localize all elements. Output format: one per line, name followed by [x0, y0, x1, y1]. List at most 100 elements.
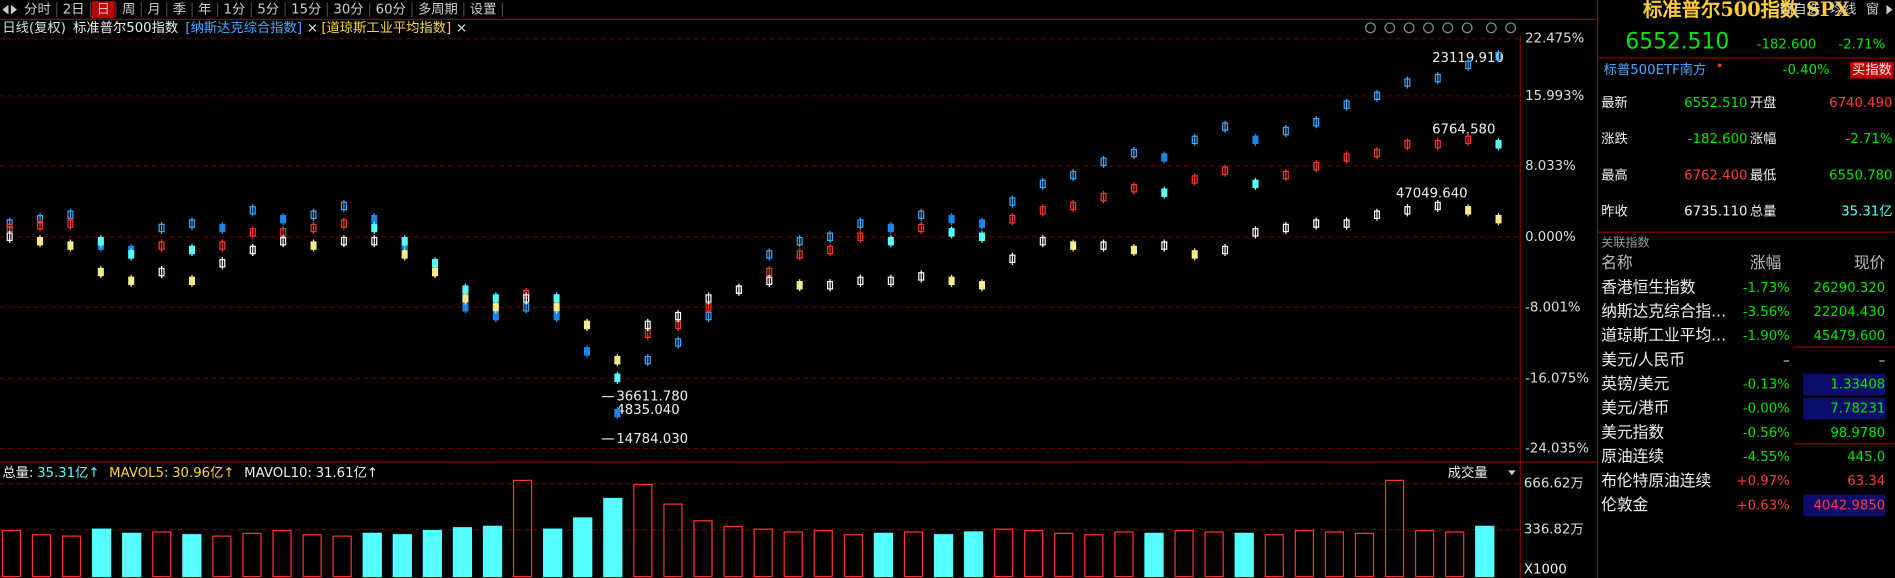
related-name[interactable]: 美元/港币 — [1601, 398, 1669, 417]
field-value: 6740.490 — [1829, 96, 1892, 111]
related-name[interactable]: 美元指数 — [1601, 422, 1664, 441]
toolbar-tab[interactable]: 15分 — [291, 2, 321, 18]
candle — [1161, 241, 1168, 250]
related-name[interactable]: 布伦特原油连续 — [1601, 471, 1711, 490]
candle — [553, 311, 560, 321]
etf-name[interactable]: 标普500ETF南方 — [1604, 62, 1707, 78]
toolbar-tab[interactable]: 60分 — [376, 2, 406, 18]
toolbar-tab[interactable]: 分时 — [24, 2, 51, 18]
candle — [523, 294, 530, 303]
candle — [462, 303, 469, 312]
candle — [249, 245, 256, 255]
candle — [37, 221, 44, 230]
toolbar-tab[interactable]: 季 — [173, 2, 186, 18]
related-price: 26290.320 — [1813, 281, 1885, 296]
remove-compare: × — [456, 21, 467, 36]
compare-index[interactable]: [纳斯达克综合指数] — [185, 20, 302, 36]
toolbar-button[interactable]: 加自选 — [1780, 2, 1820, 18]
candle — [1343, 153, 1350, 162]
candle — [1343, 100, 1350, 109]
candle — [340, 236, 347, 246]
candle — [614, 355, 621, 365]
candle — [1495, 140, 1502, 149]
related-price: – — [1879, 353, 1886, 368]
candle — [67, 219, 74, 228]
toolbar-button[interactable]: 窗 — [1866, 1, 1879, 18]
candle — [583, 320, 591, 330]
toolbar-tab[interactable]: 多周期 — [418, 1, 458, 18]
toolbar-tab[interactable]: 周 — [122, 3, 135, 18]
field-label: 涨跌 — [1601, 131, 1628, 147]
related-name[interactable]: 道琼斯工业平均... — [1601, 326, 1726, 345]
candle — [158, 267, 165, 277]
y-tick-label: 336.82万 — [1524, 523, 1584, 538]
candle — [918, 210, 925, 219]
candle — [857, 276, 864, 286]
toolbar-tab[interactable]: 2日 — [63, 3, 85, 18]
chart-mode: 日线(复权) — [2, 19, 65, 36]
toolbar-tab[interactable]: 设置 — [470, 2, 497, 18]
volume-bar — [1264, 534, 1284, 578]
related-pct: -1.73% — [1743, 281, 1790, 296]
candle — [827, 232, 834, 242]
volume-bar — [573, 517, 593, 578]
related-name[interactable]: 英镑/美元 — [1601, 374, 1669, 393]
nav-right[interactable] — [10, 4, 17, 15]
volume-bar — [843, 534, 863, 578]
candle — [1039, 236, 1046, 246]
toolbar-tab[interactable]: 月 — [147, 3, 160, 18]
candle — [1252, 135, 1259, 145]
related-name[interactable]: 纳斯达克综合指... — [1601, 301, 1726, 320]
remove-compare: × — [307, 21, 318, 36]
candle — [1222, 245, 1229, 255]
candle — [1161, 188, 1168, 197]
legend-label: MAVOL10: — [244, 466, 312, 481]
column-header: 现价 — [1854, 253, 1886, 272]
indicator-selector[interactable]: 成交量 — [1448, 464, 1488, 481]
candle — [1434, 201, 1441, 211]
candle — [1100, 192, 1107, 202]
candle — [796, 236, 803, 246]
related-name[interactable]: 香港恒生指数 — [1601, 277, 1695, 296]
candle — [948, 228, 955, 237]
candle — [97, 236, 104, 246]
candle — [796, 250, 803, 259]
candle — [492, 311, 499, 321]
price-highlight — [1803, 373, 1886, 396]
toolbar-tab[interactable]: 1分 — [224, 2, 246, 18]
volume-bar — [1204, 531, 1224, 578]
dropdown-arrow[interactable] — [1508, 470, 1516, 476]
annotation: 36611.780 — [616, 390, 688, 405]
candle — [67, 241, 74, 250]
toolbar-tab[interactable]: 5分 — [257, 2, 279, 18]
tab-bg[interactable] — [91, 1, 115, 19]
field-label: 开盘 — [1750, 94, 1777, 111]
toolbar-tab[interactable]: 30分 — [333, 2, 363, 18]
candle — [280, 214, 287, 224]
related-name[interactable]: 原油连续 — [1601, 447, 1664, 466]
candle — [219, 223, 226, 233]
candle — [1100, 157, 1107, 167]
legend-label: MAVOL5: — [109, 466, 168, 481]
nav-left[interactable] — [2, 4, 9, 15]
candle — [1070, 201, 1077, 211]
etf-dot — [1717, 63, 1722, 68]
related-price: 45479.600 — [1813, 329, 1885, 344]
toolbar-tab[interactable]: 年 — [198, 2, 211, 18]
candle — [918, 223, 925, 233]
related-pct: -3.56% — [1743, 305, 1790, 320]
toolbar-button[interactable]: 均线 — [1830, 2, 1857, 18]
related-name[interactable]: 伦敦金 — [1601, 495, 1648, 514]
chart-tools[interactable] — [1365, 22, 1517, 34]
toolbar-tab[interactable]: 日 — [97, 3, 110, 18]
nav-right[interactable] — [1886, 4, 1893, 15]
candle — [1313, 162, 1320, 171]
compare-index[interactable]: [道琼斯工业平均指数] — [321, 20, 451, 36]
related-name[interactable]: 美元/人民币 — [1601, 350, 1685, 369]
buy-button-label[interactable]: 买指数 — [1852, 62, 1892, 78]
field-value: -2.71% — [1846, 132, 1893, 147]
volume-bar — [903, 531, 924, 578]
buy-button[interactable] — [1850, 61, 1894, 79]
field-label: 最新 — [1601, 95, 1628, 111]
candle — [1252, 228, 1259, 237]
